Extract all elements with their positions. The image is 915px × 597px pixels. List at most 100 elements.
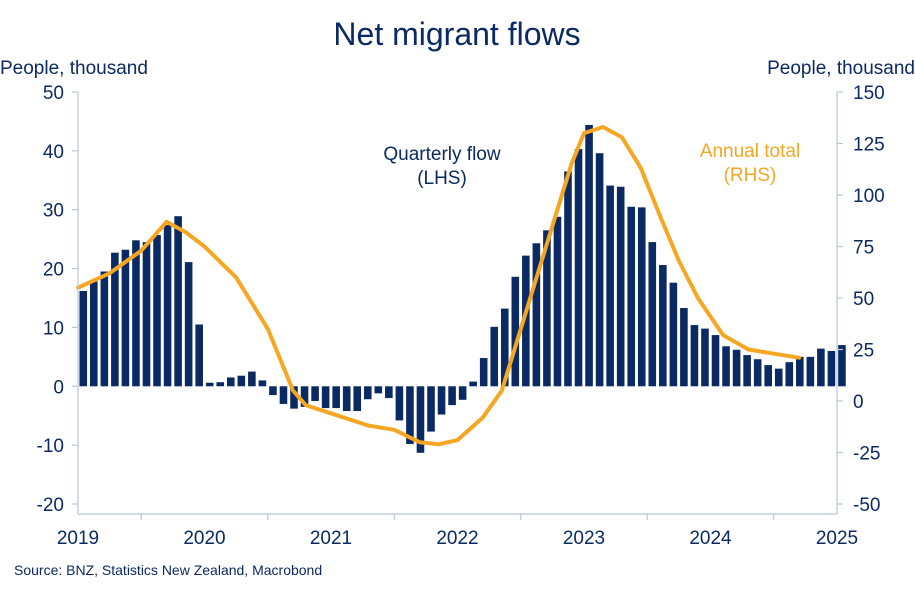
bar [121, 249, 130, 387]
bar [153, 235, 161, 387]
bar [237, 375, 246, 387]
bar [490, 326, 499, 387]
bar [511, 276, 520, 387]
bar [595, 153, 604, 387]
bar [796, 356, 804, 387]
y-left-tick-label: 40 [43, 142, 64, 163]
bar [437, 386, 446, 415]
bar [585, 124, 593, 387]
bar [385, 386, 393, 399]
bar [648, 242, 657, 387]
bar [321, 386, 330, 409]
bar [543, 230, 551, 387]
bar [817, 348, 825, 387]
y-left-tick-label: 30 [43, 201, 64, 222]
bar [416, 386, 425, 453]
x-tick-label: 2020 [183, 528, 225, 549]
axes: -20 -10 0 10 20 30 40 50 -50 -25 0 25 50 75 100 125 150 2… [37, 83, 885, 549]
annotation-line: (RHS) [724, 165, 777, 186]
bar [195, 324, 203, 387]
bar [332, 386, 340, 409]
x-tick-label: 2023 [563, 528, 605, 549]
bar [690, 325, 699, 387]
bar [100, 271, 109, 387]
bar-series [79, 124, 846, 453]
y-right-tick-label: 100 [853, 186, 885, 207]
y-axis-left-label: People, thousand [0, 58, 148, 79]
x-tick-label: 2024 [689, 528, 732, 549]
bar [353, 386, 362, 412]
bar [827, 350, 836, 387]
bar [290, 386, 298, 409]
x-tick-label: 2022 [436, 528, 478, 549]
y-axis-right-label: People, thousand [767, 58, 915, 79]
bar [363, 386, 372, 400]
chart-title: Net migrant flows [333, 16, 580, 52]
bar [184, 262, 193, 387]
bar [216, 382, 225, 387]
annotation-line: Annual total [700, 141, 800, 162]
y-left-tick-label: 0 [53, 377, 64, 398]
y-right-tick-label: 25 [853, 341, 874, 362]
bar [680, 308, 688, 387]
bar [395, 386, 404, 421]
bar [564, 171, 572, 387]
bar [764, 365, 772, 387]
bar [374, 386, 383, 394]
bar [774, 368, 783, 387]
bar [258, 380, 267, 387]
bar [522, 255, 530, 387]
bar [627, 206, 636, 387]
bar [427, 386, 435, 432]
bar [205, 382, 214, 387]
y-left-tick-label: 10 [43, 318, 64, 339]
annotations: Quarterly flow (LHS) Annual total (RHS) [383, 141, 800, 189]
bar [574, 149, 583, 387]
annotation-line: Quarterly flow [383, 144, 500, 165]
x-tick-label: 2021 [310, 528, 352, 549]
y-right-tick-label: 50 [853, 289, 874, 310]
y-left-tick-label: 50 [43, 83, 64, 104]
bar [711, 335, 720, 387]
annual-total-line [76, 125, 802, 447]
y-right-tick-label: 125 [853, 135, 885, 156]
y-right-tick-label: 75 [853, 238, 874, 259]
bar [458, 386, 467, 400]
bar [659, 265, 667, 387]
bar [701, 328, 709, 387]
source-note: Source: BNZ, Statistics New Zealand, Mac… [14, 562, 322, 578]
line-series-layer [76, 125, 802, 447]
y-right-tick-label: 150 [853, 83, 885, 104]
y-left-tick-label: 20 [43, 260, 64, 281]
y-right-tick-label: -25 [853, 444, 880, 465]
bar [469, 381, 477, 387]
bar [132, 240, 140, 387]
bar [532, 243, 541, 387]
bar [79, 290, 88, 387]
bar [269, 386, 277, 396]
bar [163, 225, 172, 387]
bar [448, 386, 456, 406]
bar [553, 216, 562, 387]
bar [406, 386, 414, 444]
bar [248, 371, 256, 387]
y-right-tick-label: 0 [853, 392, 864, 413]
bar [479, 358, 488, 387]
x-tick-label: 2025 [816, 528, 858, 549]
bar [743, 355, 751, 387]
bar [637, 207, 646, 387]
y-right-tick-label: -50 [853, 495, 880, 516]
bar [732, 349, 741, 387]
bar [722, 346, 730, 387]
bar [616, 186, 625, 387]
x-tick-label: 2019 [57, 528, 99, 549]
bar [311, 386, 319, 401]
bar [342, 386, 351, 412]
bar [279, 386, 288, 404]
bar [838, 345, 846, 387]
bar [300, 386, 309, 407]
bar [174, 216, 182, 387]
bar [669, 282, 678, 387]
